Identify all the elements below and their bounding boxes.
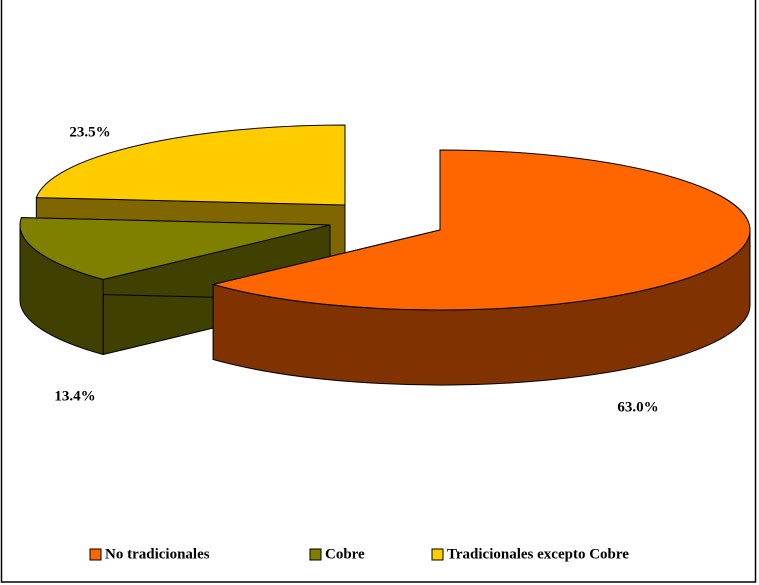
- legend-swatch: [89, 548, 102, 561]
- data-label: 23.5%: [69, 124, 110, 140]
- slice: [213, 149, 751, 311]
- legend-label: Cobre: [325, 546, 365, 562]
- legend-label: Tradicionales excepto Cobre: [447, 546, 629, 562]
- slice: [35, 124, 346, 206]
- legend-label: No tradicionales: [105, 546, 210, 562]
- data-label: 63.0%: [617, 399, 658, 415]
- legend-swatch: [431, 548, 444, 561]
- data-label: 13.4%: [54, 388, 95, 404]
- legend-swatch: [309, 548, 322, 561]
- slice: [19, 217, 331, 281]
